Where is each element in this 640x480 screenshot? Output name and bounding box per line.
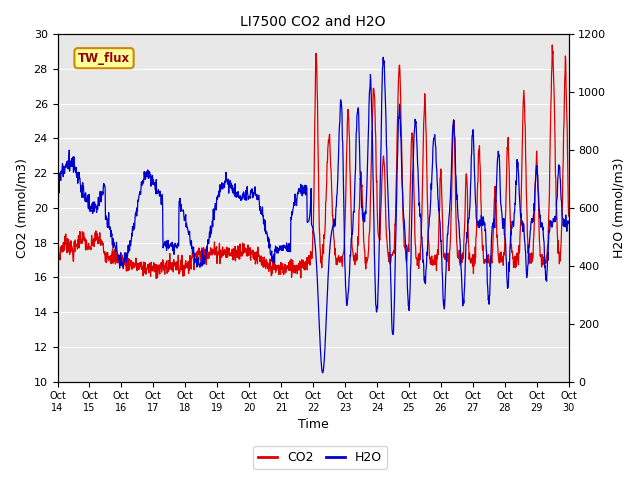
Y-axis label: CO2 (mmol/m3): CO2 (mmol/m3) (15, 158, 28, 258)
Legend: CO2, H2O: CO2, H2O (253, 446, 387, 469)
Y-axis label: H2O (mmol/m3): H2O (mmol/m3) (612, 157, 625, 258)
X-axis label: Time: Time (298, 419, 328, 432)
Title: LI7500 CO2 and H2O: LI7500 CO2 and H2O (240, 15, 386, 29)
Text: TW_flux: TW_flux (78, 52, 130, 65)
